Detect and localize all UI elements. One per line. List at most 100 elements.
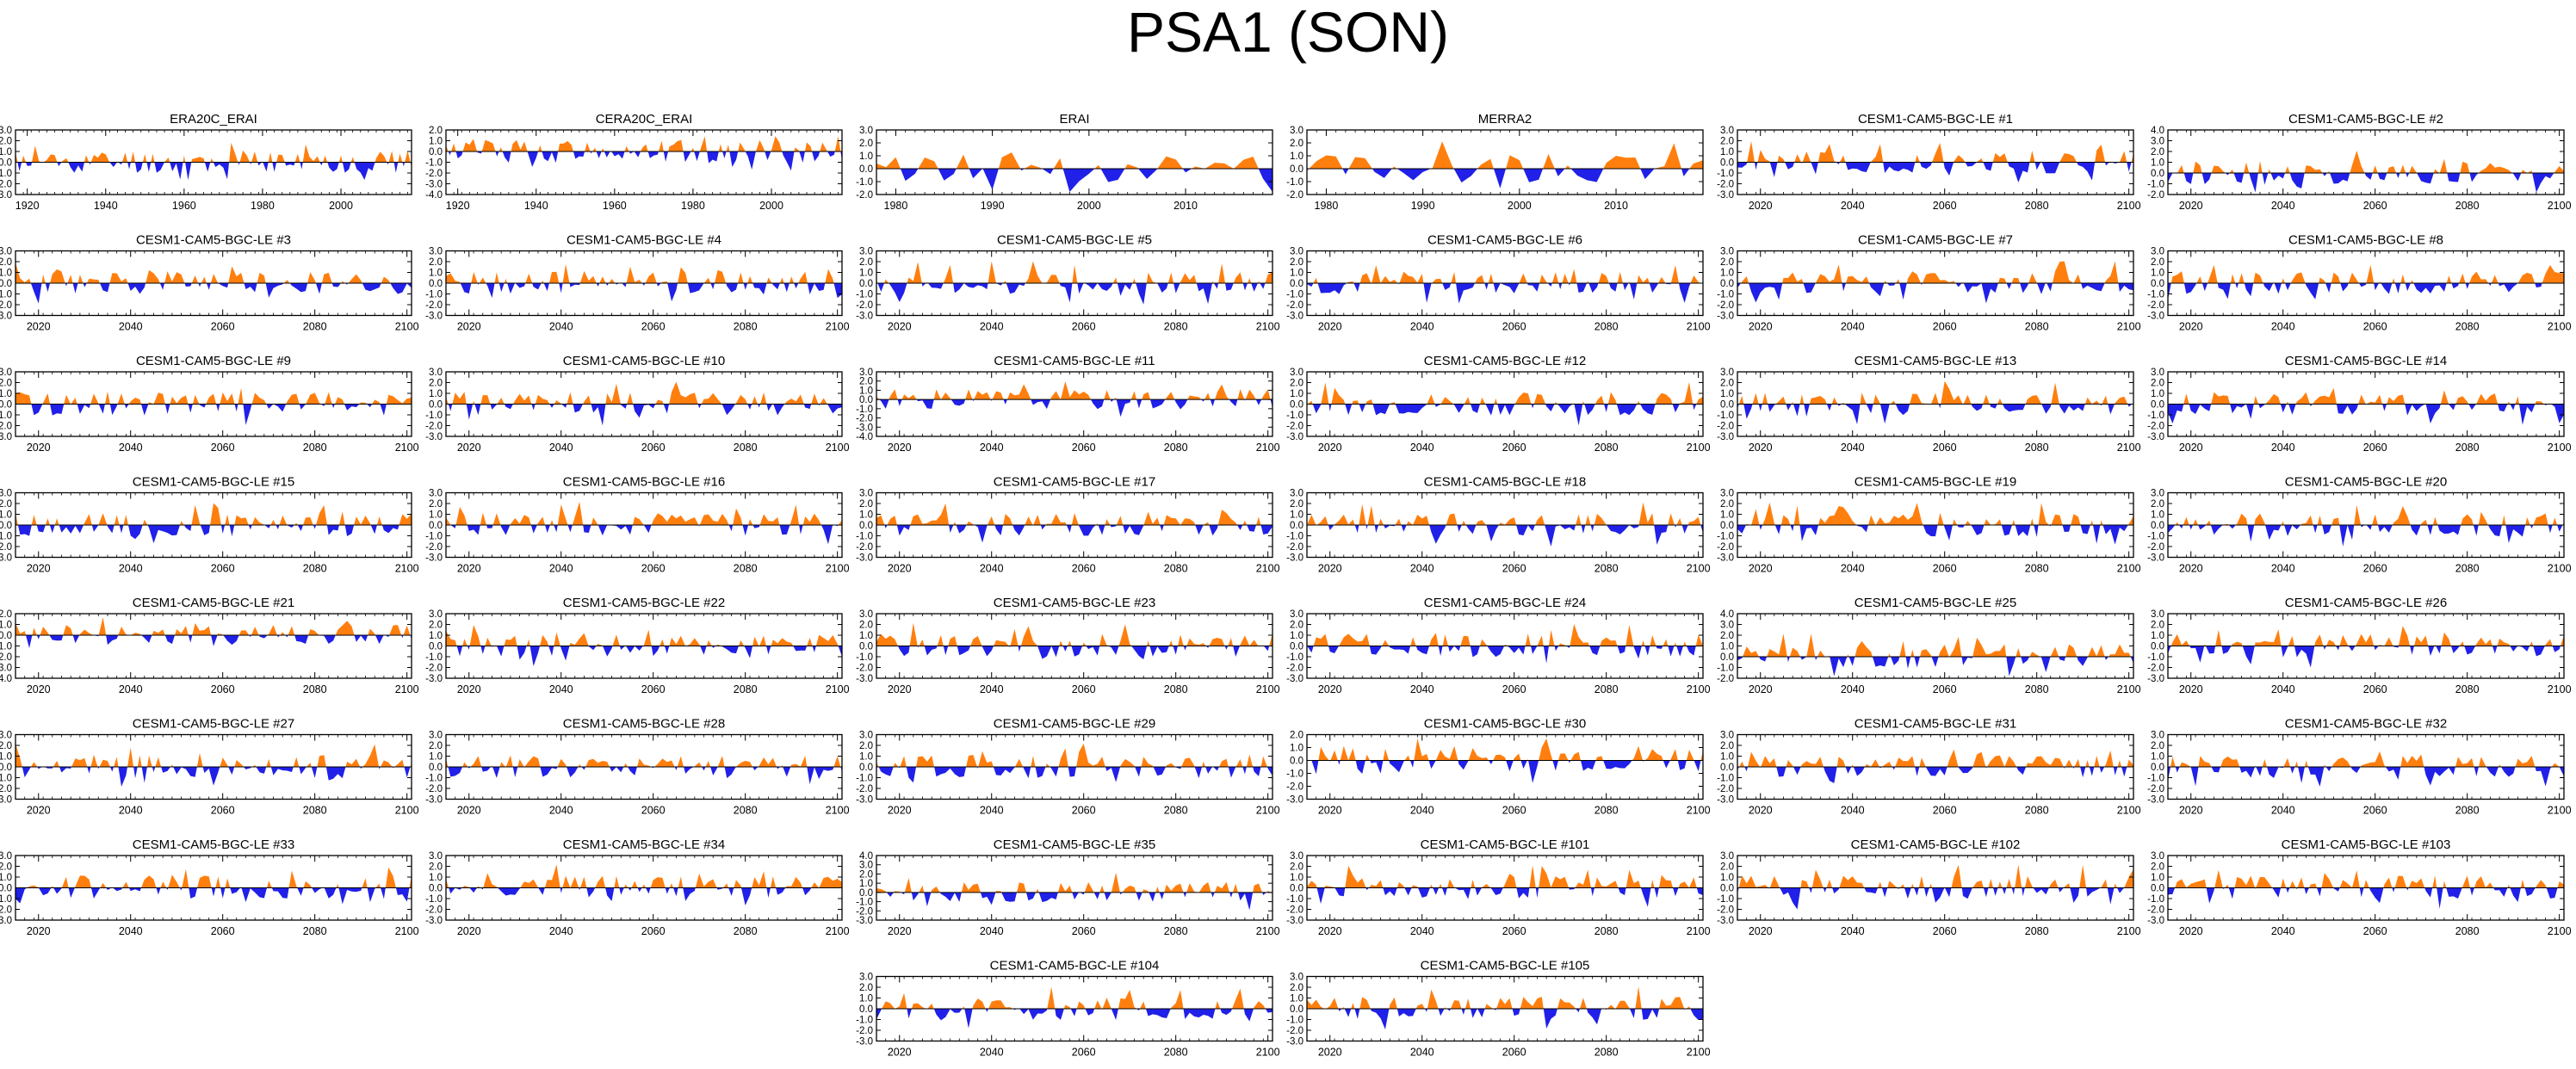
y-tick-label: 0.0: [0, 884, 12, 894]
y-tick-label: -2.0: [856, 542, 873, 553]
x-tick-label: 2080: [303, 321, 327, 333]
y-tick-label: -3.0: [0, 916, 12, 926]
y-tick-label: -1.0: [1717, 411, 1734, 421]
x-tick-label: 2040: [980, 805, 1004, 817]
y-tick-label: -3.0: [0, 553, 12, 564]
x-tick-label: 2100: [395, 925, 419, 937]
y-tick-label: 3.0: [1720, 731, 1734, 741]
x-tick-label: 2100: [2548, 442, 2572, 454]
y-tick-label: 0.0: [1720, 400, 1734, 411]
x-tick-label: 2020: [2179, 200, 2203, 212]
x-tick-label: 2060: [1502, 321, 1526, 333]
x-tick-label: 2060: [1933, 321, 1957, 333]
y-tick-label: -3.0: [856, 312, 873, 322]
positive-area: [876, 152, 1259, 169]
x-tick-label: 2100: [2117, 683, 2141, 695]
x-tick-label: 2080: [1164, 805, 1188, 817]
y-tick-label: 3.0: [429, 489, 443, 499]
y-tick-label: 3.0: [2151, 609, 2164, 620]
y-tick-label: 0.0: [429, 400, 443, 411]
panel-title: CESM1-CAM5-BGC-LE #28: [563, 717, 725, 732]
y-tick-label: 0.0: [859, 642, 873, 652]
x-tick-label: 2100: [1256, 321, 1280, 333]
x-tick-label: 2040: [1841, 321, 1865, 333]
panel-title: CESM1-CAM5-BGC-LE #10: [563, 354, 725, 368]
y-tick-label: 0.0: [1720, 763, 1734, 773]
x-tick-label: 2040: [2271, 321, 2295, 333]
y-tick-label: -2.0: [0, 652, 12, 663]
panel-34: CESM1-CAM5-BGC-LE #30 2.0 1.0 0.0 -1.0 -2.0 -3…: [1286, 717, 1710, 817]
y-tick-label: -1.0: [1717, 664, 1734, 674]
panel-14: CESM1-CAM5-BGC-LE #10 3.02.01.00.0-1.0-2.…: [425, 354, 849, 454]
negative-area: [2168, 283, 2542, 300]
x-tick-label: 2080: [1164, 442, 1188, 454]
negative-area: [2168, 646, 2561, 668]
x-tick-label: 2080: [1595, 805, 1619, 817]
x-tick-label: 1960: [603, 200, 627, 212]
y-tick-label: 3.0: [0, 489, 12, 499]
y-tick-label: -2.0: [1286, 542, 1303, 553]
y-tick-label: 2.0: [0, 379, 12, 389]
x-tick-label: 2100: [395, 321, 419, 333]
panel-10: CESM1-CAM5-BGC-LE #6 3.02.01.00.0-1.0-2.0…: [1286, 233, 1710, 333]
panel-title: CESM1-CAM5-BGC-LE #35: [994, 837, 1155, 852]
y-tick-label: -1.0: [1286, 652, 1303, 663]
y-tick-label: 3.0: [859, 489, 873, 499]
panel-20: CESM1-CAM5-BGC-LE #16 3.02.01.00.0-1.0-2.…: [425, 475, 849, 575]
positive-area: [1309, 141, 1703, 169]
negative-area: [2168, 173, 2554, 193]
y-tick-label: -2.0: [425, 169, 443, 179]
y-tick-label: 1.0: [859, 631, 873, 641]
x-tick-label: 2100: [2117, 200, 2141, 212]
y-tick-label: 0.0: [2151, 642, 2164, 652]
panel-title: CESM1-CAM5-BGC-LE #32: [2285, 717, 2447, 732]
positive-area: [15, 744, 412, 767]
negative-area: [1307, 169, 1690, 188]
x-tick-label: 2020: [1749, 683, 1773, 695]
y-tick-label: 2.0: [1720, 257, 1734, 268]
x-tick-label: 2020: [1749, 442, 1773, 454]
y-tick-label: -1.0: [0, 774, 12, 784]
negative-area: [448, 404, 842, 426]
plot-frame: [2167, 129, 2565, 195]
x-tick-label: 2040: [1841, 683, 1865, 695]
y-tick-label: 2.0: [0, 257, 12, 268]
x-tick-label: 2060: [2363, 683, 2387, 695]
x-tick-label: 2080: [1595, 683, 1619, 695]
x-tick-label: 2060: [641, 563, 666, 575]
panel-title: CESM1-CAM5-BGC-LE #33: [133, 837, 294, 852]
x-tick-label: 2100: [2548, 683, 2572, 695]
positive-area: [2170, 751, 2560, 767]
y-tick-label: 4.0: [2151, 126, 2164, 136]
panel-title: CESM1-CAM5-BGC-LE #3: [136, 233, 291, 248]
y-tick-label: -3.0: [425, 795, 443, 806]
x-tick-label: 2020: [888, 683, 912, 695]
panel-title: ERAI: [1059, 112, 1089, 127]
y-tick-label: 1.0: [1290, 389, 1303, 399]
x-tick-label: 2040: [980, 321, 1004, 333]
y-tick-label: 2.0: [2151, 499, 2164, 510]
y-tick-label: 1.0: [1290, 151, 1303, 162]
x-tick-label: 2020: [27, 805, 51, 817]
y-tick-label: 3.0: [1290, 368, 1303, 378]
x-tick-label: 2080: [2025, 200, 2049, 212]
positive-area: [1738, 380, 2133, 405]
x-tick-label: 2020: [888, 442, 912, 454]
y-tick-label: -1.0: [2147, 290, 2164, 300]
negative-area: [22, 767, 411, 787]
y-tick-label: -2.0: [0, 905, 12, 916]
x-tick-label: 2060: [1072, 563, 1096, 575]
x-tick-label: 2100: [2117, 321, 2141, 333]
panel-6: CESM1-CAM5-BGC-LE #2 4.03.02.01.00.0-1.0-…: [2147, 112, 2571, 212]
panel-16: CESM1-CAM5-BGC-LE #12 3.02.01.00.0-1.0-2.…: [1286, 354, 1710, 454]
negative-area: [2168, 525, 2563, 547]
y-tick-label: 1.0: [429, 269, 443, 279]
x-tick-label: 2060: [2363, 563, 2387, 575]
y-tick-label: 1.0: [859, 752, 873, 763]
y-tick-label: 0.0: [429, 884, 443, 894]
y-tick-label: 2.0: [859, 499, 873, 510]
y-tick-label: 1.0: [0, 621, 12, 631]
x-tick-label: 2100: [826, 925, 850, 937]
y-tick-label: 0.0: [1290, 757, 1303, 767]
